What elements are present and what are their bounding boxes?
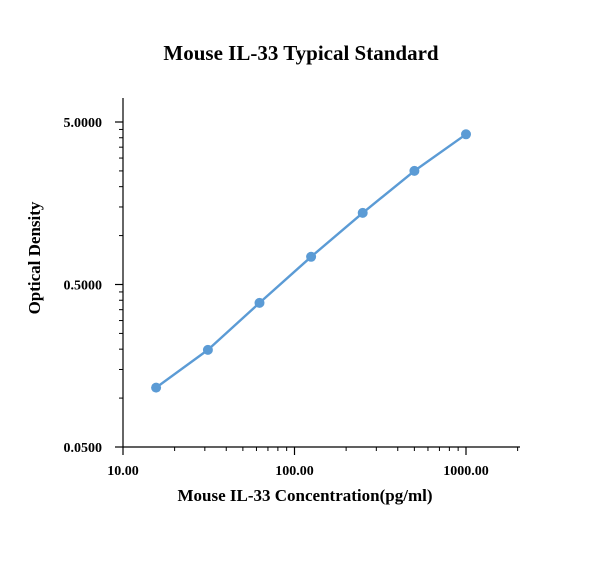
data-point — [202, 344, 213, 355]
y-tick-label: 5.0000 — [64, 116, 103, 131]
x-tick-label: 1000.00 — [443, 464, 489, 479]
x-axis-title: Mouse IL-33 Concentration(pg/ml) — [178, 486, 433, 505]
y-tick-label: 0.5000 — [64, 279, 103, 294]
x-axis-ticks — [122, 447, 519, 455]
data-point — [306, 251, 317, 262]
chart-title: Mouse IL-33 Typical Standard — [163, 41, 439, 65]
data-point — [357, 207, 368, 218]
data-point — [409, 165, 420, 176]
series-layer — [151, 129, 471, 393]
y-axis-title: Optical Density — [25, 201, 44, 314]
x-tick-label: 100.00 — [275, 464, 314, 479]
data-point — [254, 297, 265, 308]
y-tick-label: 0.0500 — [64, 441, 103, 456]
y-axis-tick-labels: 0.0500 0.5000 5.0000 — [64, 116, 103, 456]
data-point — [151, 382, 162, 393]
x-tick-label: 10.00 — [107, 464, 139, 479]
x-axis-tick-labels: 10.00 100.00 1000.00 — [107, 464, 489, 479]
data-point — [461, 129, 471, 140]
y-axis-ticks — [115, 121, 123, 448]
